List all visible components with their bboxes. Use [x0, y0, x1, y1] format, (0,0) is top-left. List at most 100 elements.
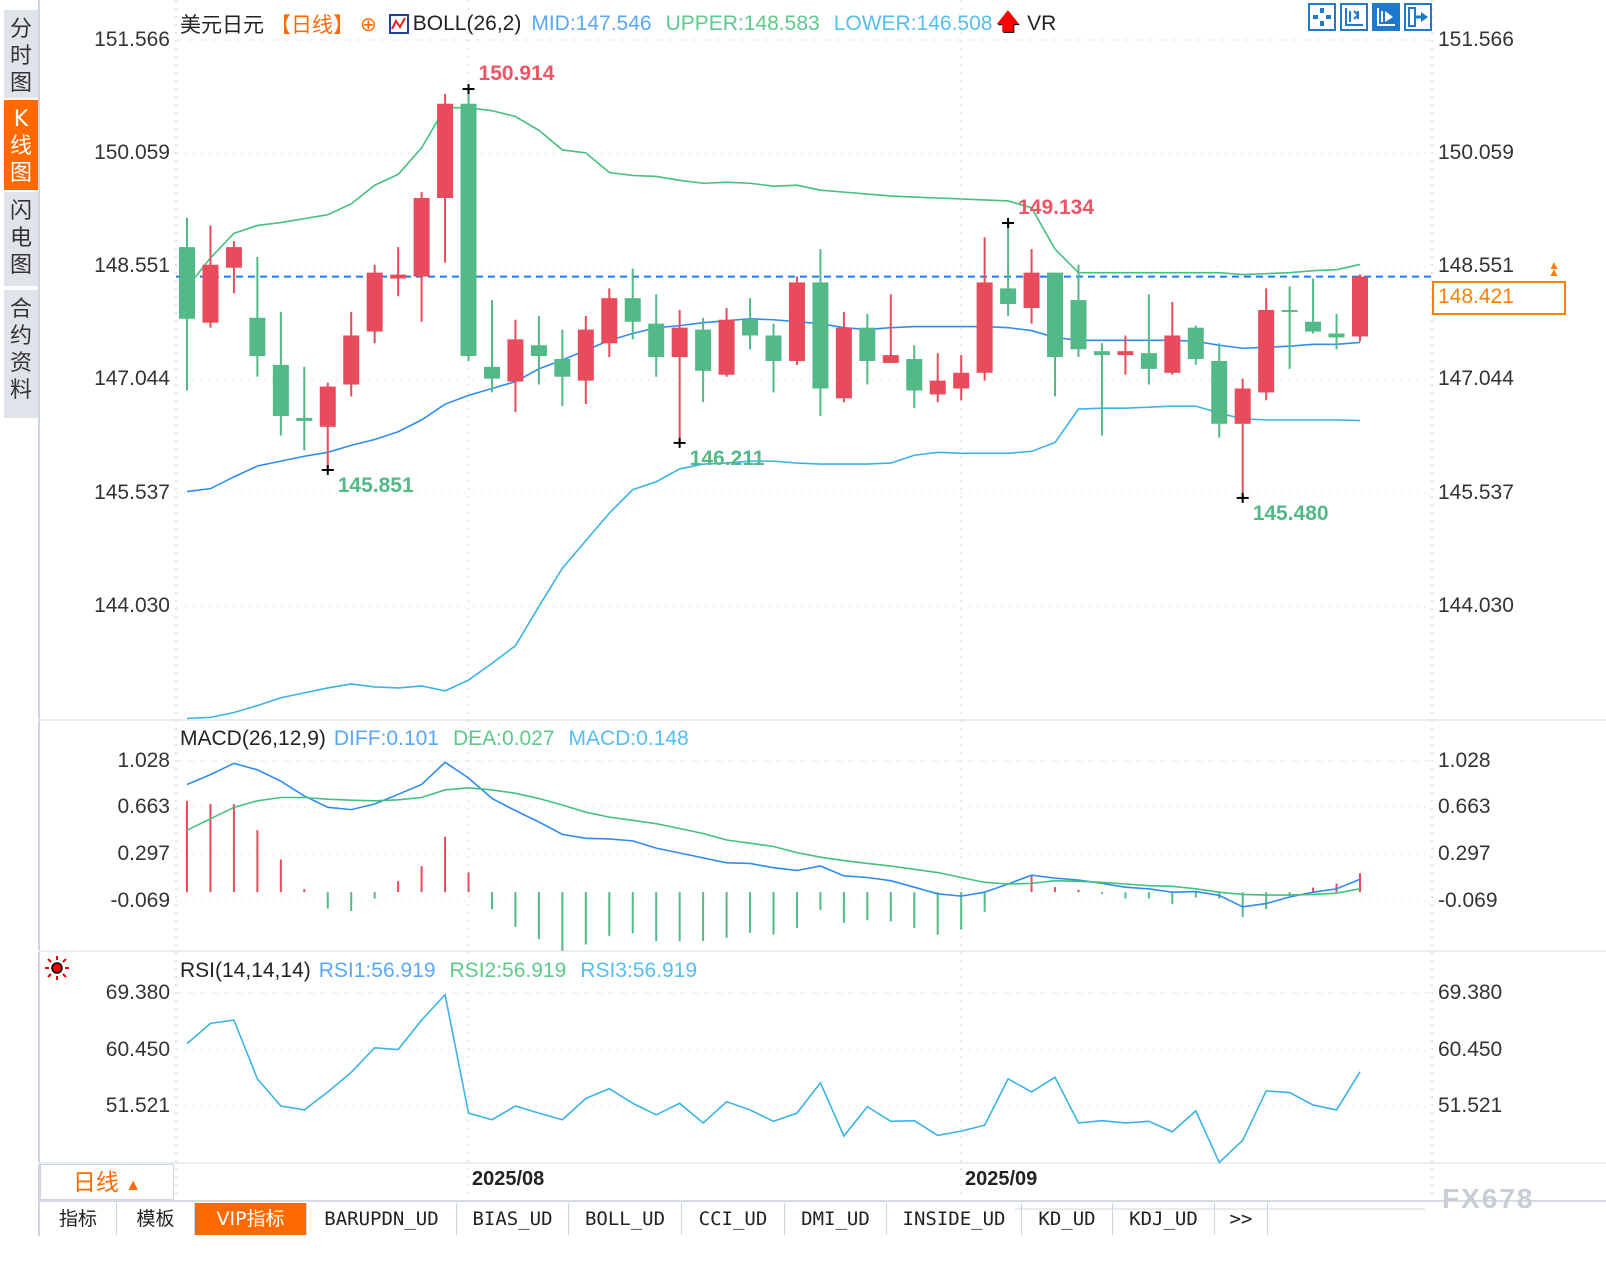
- symbol-name: 美元日元: [180, 14, 264, 37]
- rsi-y-tick-label: 51.521: [105, 1094, 170, 1117]
- boll-mid-value: MID:147.546: [531, 12, 652, 35]
- candle-down: [554, 359, 571, 377]
- x-tick-label: 2025/09: [965, 1168, 1038, 1190]
- candle-up: [507, 339, 524, 382]
- candle-down: [859, 327, 876, 361]
- sidebar-tab-label: 闪电图: [9, 199, 32, 278]
- boll-lower-value: LOWER:146.508: [833, 12, 993, 35]
- watermark-underline: [1015, 1208, 1425, 1210]
- y-tick-label: 147.044: [94, 367, 170, 390]
- rsi-y-tick-label: 60.450: [105, 1038, 170, 1061]
- low-price-annotation: 145.851: [337, 473, 414, 497]
- candle-up: [1023, 272, 1040, 309]
- candle-up: [718, 319, 735, 375]
- zoom-in-icon[interactable]: [1340, 3, 1368, 31]
- zoom-out-icon[interactable]: [1372, 3, 1400, 31]
- tab-barupdn-ud[interactable]: BARUPDN_UD: [307, 1203, 457, 1235]
- macd-indicator-name[interactable]: MACD(26,12,9): [180, 727, 326, 750]
- period-selector[interactable]: 日线 ▲: [40, 1164, 174, 1200]
- last-price-label: 148.421: [1438, 285, 1514, 308]
- candle-down: [1328, 333, 1345, 338]
- tab-templates[interactable]: 模板: [117, 1203, 195, 1235]
- candle-up: [882, 355, 899, 363]
- crosshair-icon[interactable]: [1308, 3, 1336, 31]
- tab-kdj-ud[interactable]: KDJ_UD: [1113, 1203, 1215, 1235]
- tab-kd-ud[interactable]: KD_UD: [1022, 1203, 1113, 1235]
- red-up-arrow-icon[interactable]: 🡅: [996, 9, 1020, 34]
- tab-bias-ud[interactable]: BIAS_UD: [457, 1203, 569, 1235]
- sidebar-tab-label: 分时图: [9, 17, 32, 96]
- indicator-name[interactable]: BOLL(26,2): [412, 12, 522, 35]
- candle-up: [1352, 276, 1368, 337]
- rsi-panel-divider: [38, 1162, 1606, 1164]
- period-label[interactable]: 【日线】: [270, 14, 354, 37]
- macd-dea-value: DEA:0.027: [452, 727, 555, 750]
- sidebar-tab-kline[interactable]: K线图: [4, 100, 38, 190]
- candle-down: [1305, 321, 1322, 332]
- last-price-box: 148.421: [1432, 281, 1566, 315]
- tab-inside-ud[interactable]: INSIDE_UD: [887, 1203, 1022, 1235]
- tab-cci-ud[interactable]: CCI_UD: [682, 1203, 785, 1235]
- candle-up: [788, 282, 805, 361]
- candle-down: [1000, 288, 1017, 305]
- candle-down: [460, 103, 477, 357]
- boll-lower-line: [186, 405, 1361, 720]
- sidebar-tab-label: K线图: [9, 107, 32, 186]
- macd-y-tick-label: -0.069: [110, 889, 170, 912]
- macd-panel-divider: [38, 950, 1606, 952]
- candle-down: [1281, 309, 1298, 312]
- candle-up: [601, 298, 618, 344]
- candle-up: [577, 329, 594, 381]
- y-tick-label-right: 151.566: [1438, 28, 1514, 51]
- macd-dea-line: [186, 786, 1361, 896]
- y-tick-label-right: 144.030: [1438, 594, 1514, 617]
- candle-down: [1093, 351, 1110, 356]
- triangle-up-icon: ▲: [125, 1177, 142, 1194]
- macd-y-tick-label: 0.297: [117, 842, 170, 865]
- double-up-arrow-icon[interactable]: ▲ ▲: [1548, 258, 1560, 279]
- circle-plus-icon[interactable]: ⊕: [360, 13, 377, 36]
- sidebar-tab-timeshare[interactable]: 分时图: [4, 10, 38, 98]
- macd-diff-line: [186, 761, 1361, 908]
- macd-y-tick-label-right: 0.663: [1438, 795, 1491, 818]
- candle-down: [648, 323, 665, 358]
- sun-settings-icon[interactable]: [44, 955, 70, 981]
- sidebar-tab-flash[interactable]: 闪电图: [4, 192, 38, 286]
- candle-up: [343, 335, 360, 385]
- candle-down: [695, 329, 712, 371]
- candle-down: [272, 364, 289, 416]
- candle-down: [812, 282, 829, 389]
- high-price-annotation: 150.914: [478, 62, 555, 86]
- candle-down: [1140, 353, 1157, 369]
- tab-dmi-ud[interactable]: DMI_UD: [785, 1203, 887, 1235]
- rsi-indicator-name[interactable]: RSI(14,14,14): [180, 959, 311, 982]
- tab-indicators[interactable]: 指标: [40, 1203, 117, 1235]
- scroll-to-end-icon[interactable]: [1404, 3, 1432, 31]
- indicator-chart-icon[interactable]: [388, 14, 409, 34]
- main-panel-divider: [38, 719, 1606, 721]
- tab-vip-indicators[interactable]: VIP指标: [195, 1203, 307, 1235]
- tab-boll-ud[interactable]: BOLL_UD: [569, 1203, 682, 1235]
- rsi-y-tick-label: 69.380: [105, 981, 170, 1004]
- candle-up: [671, 327, 688, 358]
- candle-up: [953, 372, 970, 389]
- vr-indicator-label[interactable]: VR: [1027, 12, 1057, 35]
- x-tick-label: 2025/08: [472, 1168, 545, 1190]
- candle-up: [319, 386, 336, 427]
- macd-value: MACD:0.148: [568, 727, 689, 750]
- rsi2-value: RSI2:56.919: [449, 959, 567, 982]
- watermark: FX678: [1442, 1183, 1535, 1214]
- candle-down: [1047, 272, 1064, 358]
- sidebar-tab-contract-info[interactable]: 合约资料: [4, 290, 38, 418]
- candle-up: [929, 380, 946, 395]
- y-tick-label-right: 150.059: [1438, 141, 1514, 164]
- y-tick-label-right: 148.551: [1438, 254, 1514, 277]
- sidebar-tab-label: 合约资料: [9, 297, 32, 403]
- y-tick-label: 148.551: [94, 254, 170, 277]
- rsi1-value: RSI1:56.919: [318, 959, 436, 982]
- macd-y-tick-label-right: 0.297: [1438, 842, 1491, 865]
- rsi-y-tick-label-right: 60.450: [1438, 1038, 1503, 1061]
- candle-down: [249, 317, 266, 357]
- tab-more[interactable]: >>: [1215, 1203, 1268, 1235]
